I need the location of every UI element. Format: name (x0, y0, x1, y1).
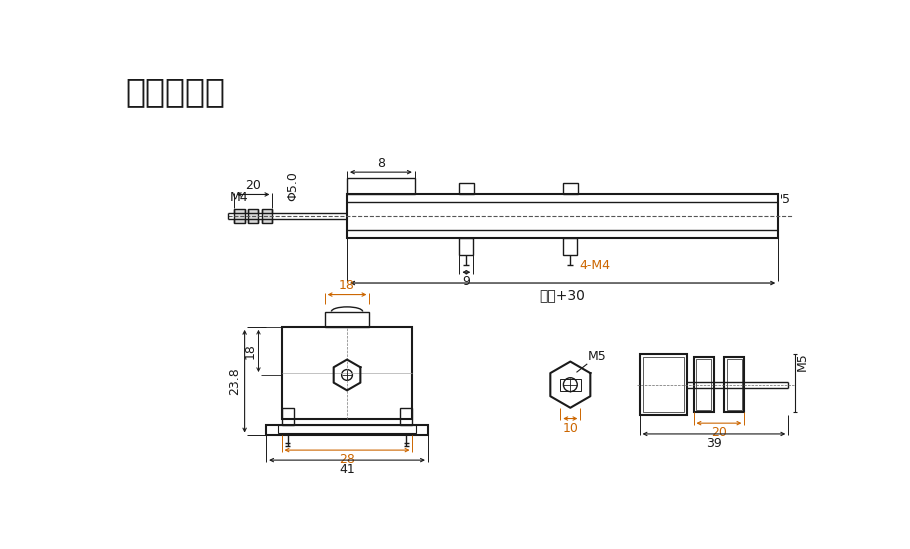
Text: 5: 5 (782, 193, 790, 206)
Text: 23.8: 23.8 (228, 367, 241, 395)
Text: 量程+30: 量程+30 (540, 288, 585, 302)
Text: Φ5.0: Φ5.0 (287, 171, 299, 200)
Text: 41: 41 (339, 463, 355, 476)
Bar (325, 311, 369, 327)
Text: 39: 39 (706, 437, 722, 450)
Bar (563, 238, 577, 255)
Text: M5: M5 (587, 350, 606, 363)
Bar (347, 194, 778, 238)
Bar (278, 425, 417, 433)
Text: M5: M5 (796, 352, 809, 371)
Bar (640, 354, 687, 416)
Bar (248, 209, 258, 223)
Bar (267, 425, 428, 435)
Text: 8: 8 (377, 157, 385, 170)
Text: 10: 10 (562, 422, 578, 435)
Bar (347, 178, 415, 194)
Bar (560, 378, 581, 391)
Text: 20: 20 (711, 426, 727, 439)
Text: M4: M4 (230, 191, 248, 204)
Bar (696, 359, 712, 410)
Text: 18: 18 (339, 279, 355, 292)
Bar (724, 357, 744, 412)
Bar (460, 238, 473, 255)
Bar (261, 209, 272, 223)
Bar (400, 408, 412, 425)
Bar (693, 357, 713, 412)
Bar (281, 408, 294, 425)
Text: 20: 20 (245, 179, 261, 192)
Bar (562, 183, 578, 194)
Text: 9: 9 (462, 275, 470, 288)
Bar (642, 357, 684, 412)
Text: 产品尺寸图: 产品尺寸图 (126, 75, 226, 108)
Bar (459, 183, 474, 194)
Bar (281, 327, 412, 419)
Bar (726, 359, 742, 410)
Text: 18: 18 (244, 343, 257, 359)
Text: 4-M4: 4-M4 (580, 259, 611, 272)
Text: 28: 28 (339, 453, 355, 466)
Bar (234, 209, 245, 223)
